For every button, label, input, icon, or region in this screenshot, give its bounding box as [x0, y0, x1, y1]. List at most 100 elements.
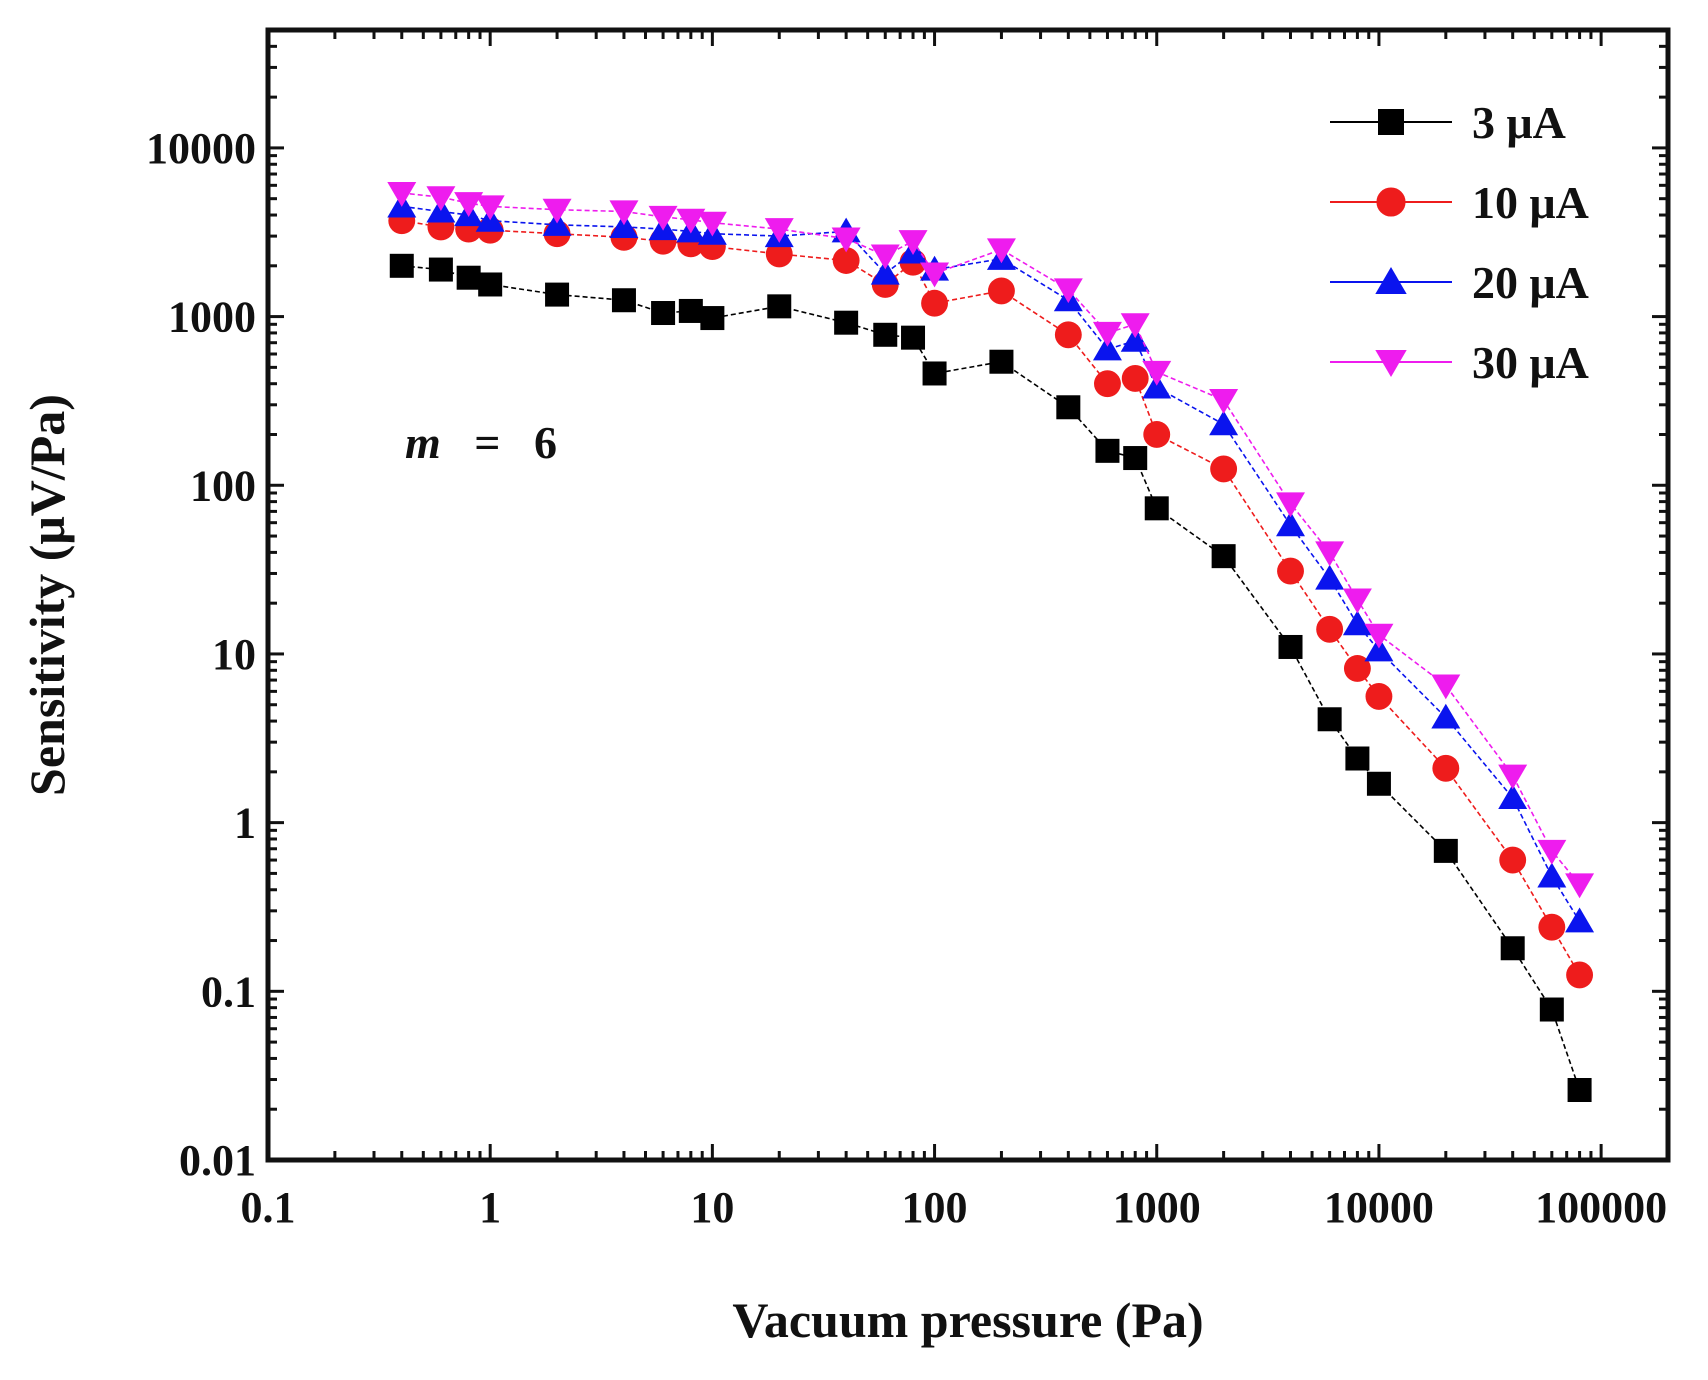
data-point — [478, 272, 503, 297]
data-point — [1498, 764, 1528, 790]
x-tick-label: 0.1 — [241, 1183, 296, 1232]
legend-label: 3 μA — [1472, 97, 1566, 148]
data-point — [1539, 997, 1564, 1022]
data-point — [1278, 634, 1303, 659]
data-point — [609, 213, 639, 238]
data-point — [1315, 541, 1345, 567]
series-line — [401, 265, 1581, 1091]
data-point — [1142, 373, 1172, 399]
x-tick-label: 1 — [479, 1183, 501, 1232]
y-tick-label: 0.1 — [201, 967, 256, 1016]
legend-label: 20 μA — [1472, 257, 1589, 308]
series-2 — [388, 207, 1594, 989]
data-point — [1364, 636, 1394, 662]
y-tick-label: 100 — [190, 461, 256, 510]
series-line — [401, 192, 1581, 886]
legend: 3 μA 10 μA 20 μA 30 μA — [1330, 97, 1589, 388]
data-point — [1095, 438, 1120, 463]
data-point — [1366, 771, 1391, 796]
data-point — [1210, 455, 1238, 483]
data-point — [922, 361, 947, 386]
data-point — [1365, 682, 1393, 710]
data-point — [387, 182, 417, 207]
series-line — [401, 205, 1581, 922]
data-point — [873, 322, 898, 347]
data-point — [545, 282, 570, 307]
y-tick-label: 1 — [234, 799, 256, 848]
data-point — [1315, 564, 1345, 590]
data-point — [989, 349, 1014, 374]
annotation-m: m = 6 — [405, 417, 557, 468]
data-point — [678, 298, 703, 323]
data-point — [454, 192, 484, 218]
data-point — [1277, 557, 1304, 585]
legend-marker — [1378, 109, 1404, 135]
data-point — [611, 288, 636, 313]
data-point — [1094, 370, 1121, 398]
legend-marker — [1376, 187, 1406, 217]
series-1 — [389, 253, 1592, 1103]
data-point — [1209, 389, 1239, 414]
data-point — [475, 195, 505, 221]
y-axis-title: Sensitivity (μV/Pa) — [19, 394, 75, 796]
data-point — [1316, 615, 1344, 643]
data-point — [870, 259, 900, 285]
data-point — [986, 238, 1016, 264]
data-point — [1342, 610, 1372, 636]
data-point — [1499, 846, 1527, 874]
x-axis-title: Vacuum pressure (Pa) — [732, 1292, 1203, 1348]
x-tick-label: 10000 — [1324, 1183, 1434, 1232]
series-4 — [387, 182, 1595, 899]
data-point — [1364, 623, 1394, 649]
data-point — [1498, 784, 1528, 810]
x-tick-label: 10 — [690, 1183, 734, 1232]
data-point — [921, 289, 948, 317]
legend-marker — [1375, 350, 1407, 377]
series-line — [401, 219, 1581, 976]
axis-ticks — [266, 28, 1670, 1162]
data-point — [1142, 360, 1172, 386]
data-point — [1276, 511, 1306, 537]
x-tick-label: 100 — [902, 1183, 968, 1232]
data-point — [456, 265, 481, 290]
data-point — [1211, 544, 1236, 569]
data-point — [1537, 862, 1567, 888]
data-point — [676, 208, 706, 234]
data-point — [648, 205, 678, 231]
data-point — [542, 198, 572, 224]
data-point — [1056, 395, 1081, 420]
data-point — [697, 211, 727, 237]
data-point — [898, 230, 928, 255]
data-point — [1345, 746, 1370, 771]
legend-label: 30 μA — [1472, 337, 1589, 388]
data-point — [920, 262, 950, 288]
annotation-eq: = — [474, 417, 500, 468]
data-point — [1432, 754, 1460, 782]
data-point — [832, 247, 860, 274]
data-point — [1500, 936, 1525, 961]
data-point — [834, 310, 859, 335]
y-tick-label: 1000 — [168, 293, 256, 342]
data-point — [700, 306, 725, 331]
data-point — [1567, 1078, 1592, 1103]
data-point — [1120, 313, 1150, 339]
data-point — [1431, 674, 1461, 700]
data-point — [1121, 364, 1149, 392]
data-point — [1054, 321, 1082, 349]
y-tick-label: 10 — [212, 630, 256, 679]
data-point — [389, 253, 414, 278]
data-point — [1092, 321, 1122, 347]
data-point — [1538, 913, 1566, 941]
data-point — [765, 240, 793, 268]
data-point — [1431, 703, 1461, 729]
y-tick-label: 10000 — [146, 124, 256, 173]
annotation-var: m — [405, 417, 441, 468]
data-point — [1565, 873, 1595, 899]
series-layer — [387, 182, 1595, 1103]
data-point — [1209, 410, 1239, 436]
data-point — [1537, 839, 1567, 865]
y-tick-label: 0.01 — [179, 1136, 256, 1185]
data-point — [1276, 492, 1306, 518]
data-point — [901, 325, 926, 350]
data-point — [651, 301, 676, 326]
